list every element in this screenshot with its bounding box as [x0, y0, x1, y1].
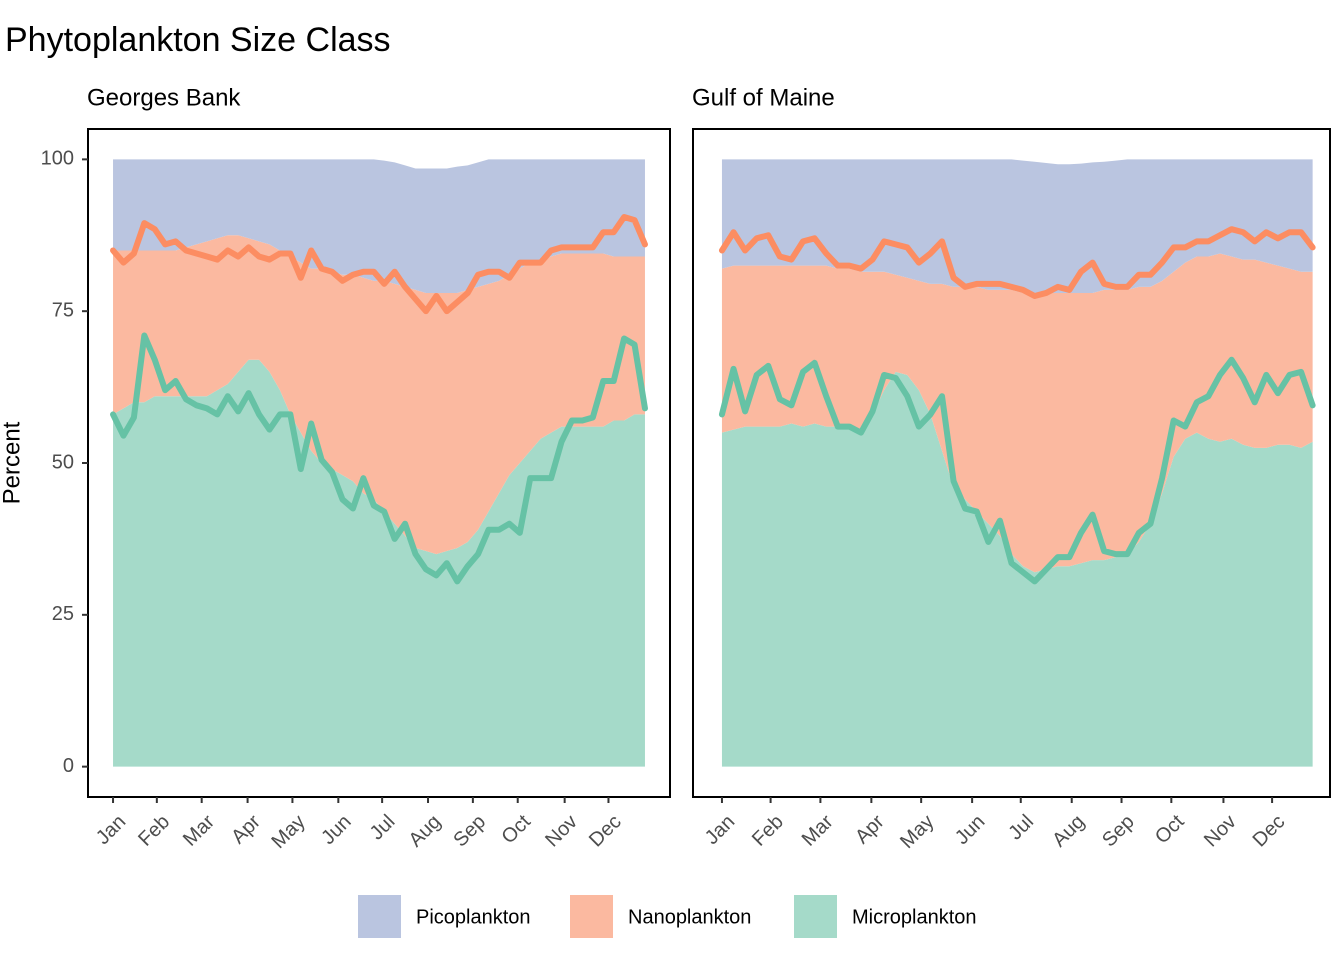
- panel-border: [692, 128, 1331, 798]
- line: [718, 356, 1316, 585]
- line: [718, 226, 1316, 299]
- x-tick-label: Feb: [748, 811, 788, 851]
- x-tick-label: Sep: [449, 811, 490, 852]
- area-segment: [721, 253, 1313, 573]
- x-tick-label: Oct: [1151, 810, 1189, 848]
- x-tick-label: Jun: [951, 811, 989, 849]
- x-tick-label: Oct: [497, 810, 535, 848]
- legend-label: Nanoplankton: [628, 906, 751, 928]
- x-tick-label: Apr: [227, 810, 265, 848]
- x-tick-label: Aug: [1048, 811, 1089, 852]
- legend-label: Picoplankton: [416, 906, 531, 928]
- line: [110, 332, 648, 585]
- y-tick-label: 25: [52, 603, 74, 625]
- x-tick-label: Jan: [92, 811, 130, 849]
- x-tick-label: May: [896, 811, 938, 853]
- x-tick-label: Dec: [585, 811, 626, 852]
- x-tick-label: Sep: [1098, 811, 1139, 852]
- x-tick-label: Apr: [851, 810, 889, 848]
- panel-subtitle: Georges Bank: [87, 84, 241, 111]
- x-tick-label: Aug: [405, 811, 446, 852]
- x-tick-label: Nov: [541, 811, 582, 852]
- legend-key: [570, 895, 613, 938]
- x-tick-label: Jul: [366, 811, 400, 845]
- x-tick-label: Jul: [1004, 811, 1038, 845]
- area-segment: [113, 359, 645, 767]
- y-tick-label: 0: [63, 755, 74, 777]
- y-axis-label: Percent: [0, 421, 25, 504]
- legend-key: [358, 895, 401, 938]
- y-tick-label: 100: [41, 148, 74, 170]
- x-tick-label: Jan: [701, 811, 739, 849]
- area-segment: [113, 159, 645, 293]
- x-tick-label: Feb: [134, 811, 174, 851]
- x-tick-label: May: [267, 811, 309, 853]
- panel-subtitle: Gulf of Maine: [692, 84, 835, 111]
- area-segment: [113, 235, 645, 555]
- y-tick-label: 75: [52, 299, 74, 321]
- y-tick-label: 50: [52, 451, 74, 473]
- x-tick-label: Dec: [1249, 811, 1290, 852]
- chart-title: Phytoplankton Size Class: [5, 21, 391, 59]
- x-tick-label: Mar: [179, 810, 219, 850]
- legend-key: [794, 895, 837, 938]
- line: [110, 214, 648, 315]
- x-tick-label: Jun: [317, 811, 355, 849]
- legend-label: Microplankton: [852, 906, 977, 928]
- x-tick-label: Mar: [798, 810, 838, 850]
- x-tick-label: Nov: [1200, 811, 1241, 852]
